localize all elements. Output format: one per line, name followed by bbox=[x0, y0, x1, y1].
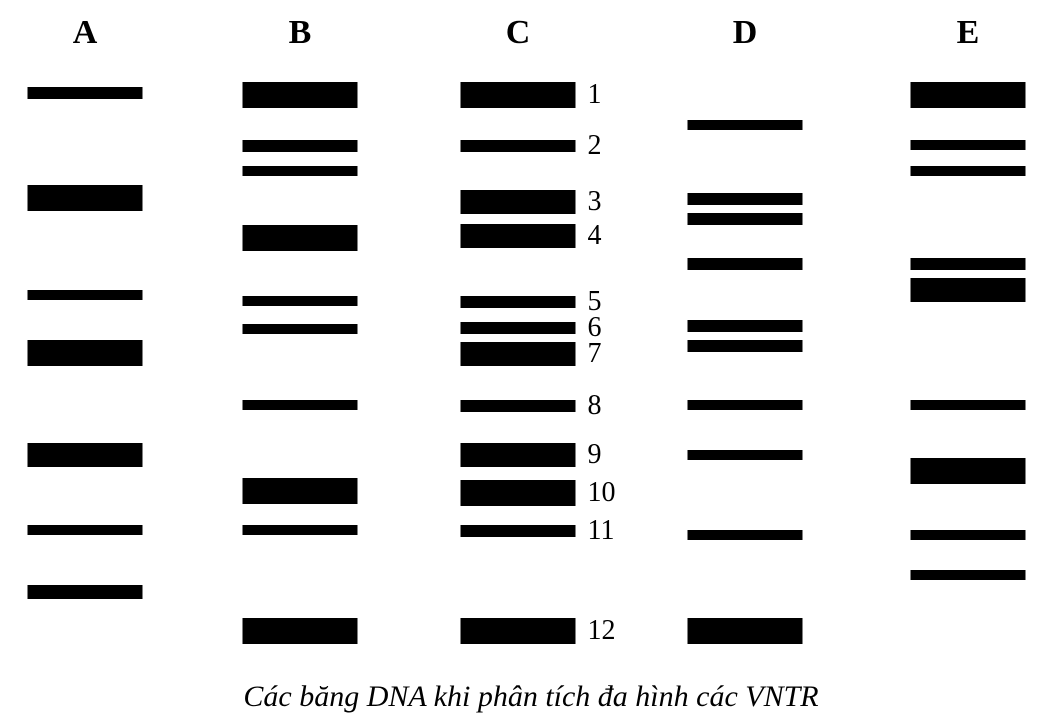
gel-band bbox=[243, 400, 358, 410]
gel-band bbox=[243, 82, 358, 108]
gel-band bbox=[911, 258, 1026, 270]
band-label: 10 bbox=[588, 477, 616, 509]
gel-band bbox=[461, 480, 576, 506]
gel-band bbox=[28, 443, 143, 467]
gel-band bbox=[243, 525, 358, 535]
gel-band bbox=[243, 225, 358, 251]
band-label: 8 bbox=[588, 390, 602, 422]
lane-header-e: E bbox=[957, 14, 980, 52]
gel-band bbox=[911, 458, 1026, 484]
gel-band bbox=[688, 530, 803, 540]
gel-band bbox=[911, 570, 1026, 580]
gel-band bbox=[243, 324, 358, 334]
gel-band bbox=[688, 120, 803, 130]
gel-band bbox=[461, 322, 576, 334]
gel-band bbox=[688, 213, 803, 225]
gel-band bbox=[911, 400, 1026, 410]
gel-band bbox=[461, 296, 576, 308]
gel-band bbox=[688, 193, 803, 205]
gel-band bbox=[243, 166, 358, 176]
band-label: 11 bbox=[588, 515, 615, 547]
gel-band bbox=[911, 278, 1026, 302]
gel-band bbox=[461, 525, 576, 537]
figure-caption: Các băng DNA khi phân tích đa hình các V… bbox=[243, 680, 818, 714]
gel-band bbox=[911, 166, 1026, 176]
lane-header-a: A bbox=[73, 14, 98, 52]
gel-band bbox=[461, 224, 576, 248]
gel-band bbox=[28, 87, 143, 99]
gel-band bbox=[461, 443, 576, 467]
band-label: 1 bbox=[588, 79, 602, 111]
gel-band bbox=[243, 478, 358, 504]
gel-band bbox=[911, 530, 1026, 540]
gel-band bbox=[688, 258, 803, 270]
gel-band bbox=[243, 140, 358, 152]
lane-header-b: B bbox=[289, 14, 312, 52]
gel-band bbox=[461, 618, 576, 644]
gel-band bbox=[911, 140, 1026, 150]
gel-band bbox=[688, 618, 803, 644]
band-label: 9 bbox=[588, 439, 602, 471]
gel-band bbox=[28, 340, 143, 366]
gel-band bbox=[688, 400, 803, 410]
gel-band bbox=[243, 618, 358, 644]
vntr-gel-figure: ABC123456789101112DECác băng DNA khi phâ… bbox=[0, 0, 1062, 725]
gel-band bbox=[688, 450, 803, 460]
band-label: 3 bbox=[588, 186, 602, 218]
gel-band bbox=[688, 320, 803, 332]
gel-band bbox=[243, 296, 358, 306]
band-label: 4 bbox=[588, 220, 602, 252]
band-label: 12 bbox=[588, 615, 616, 647]
gel-band bbox=[28, 185, 143, 211]
lane-header-d: D bbox=[733, 14, 758, 52]
lane-header-c: C bbox=[506, 14, 531, 52]
gel-band bbox=[461, 400, 576, 412]
gel-band bbox=[461, 140, 576, 152]
gel-band bbox=[28, 290, 143, 300]
gel-band bbox=[28, 525, 143, 535]
gel-band bbox=[28, 585, 143, 599]
gel-band bbox=[688, 340, 803, 352]
gel-band bbox=[461, 190, 576, 214]
band-label: 2 bbox=[588, 130, 602, 162]
gel-band bbox=[911, 82, 1026, 108]
gel-band bbox=[461, 342, 576, 366]
band-label: 7 bbox=[588, 338, 602, 370]
gel-band bbox=[461, 82, 576, 108]
